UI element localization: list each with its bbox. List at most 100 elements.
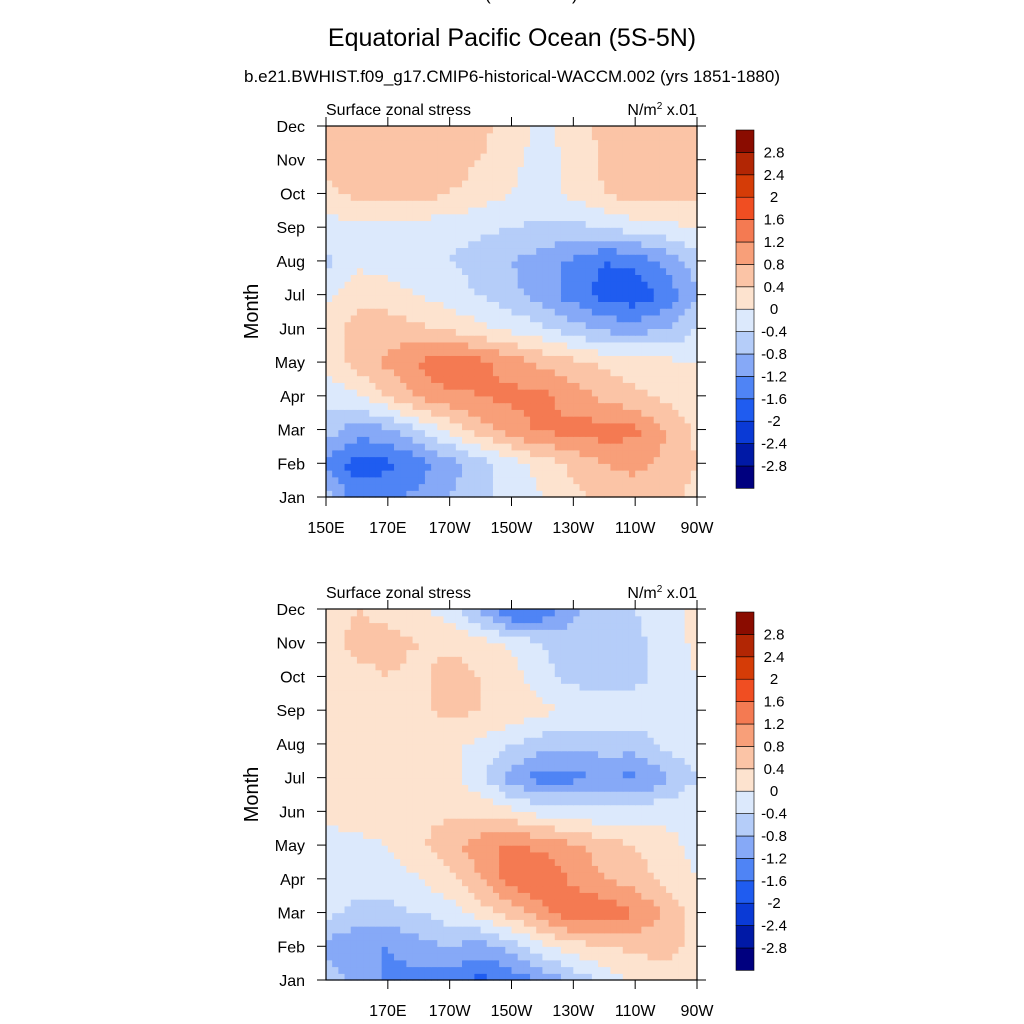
field-cell bbox=[363, 179, 370, 188]
field-cell bbox=[560, 274, 568, 282]
field-cell bbox=[641, 818, 649, 826]
field-cell bbox=[443, 858, 451, 866]
field-cell bbox=[653, 476, 661, 485]
field-cell bbox=[424, 166, 432, 174]
field-cell bbox=[542, 436, 550, 444]
field-cell bbox=[449, 126, 457, 134]
field-cell bbox=[356, 919, 364, 927]
field-cell bbox=[690, 159, 698, 168]
field-cell bbox=[628, 905, 636, 914]
field-cell bbox=[616, 206, 624, 215]
field-cell bbox=[517, 838, 525, 846]
field-cell bbox=[468, 885, 475, 893]
field-cell bbox=[499, 872, 506, 880]
field-cell bbox=[431, 824, 438, 833]
field-cell bbox=[684, 865, 692, 873]
field-cell bbox=[579, 146, 587, 154]
field-cell bbox=[678, 146, 686, 154]
field-cell bbox=[548, 885, 556, 893]
field-cell bbox=[369, 166, 377, 174]
field-cell bbox=[672, 247, 680, 255]
colorbar-label: 2.8 bbox=[764, 144, 785, 161]
field-cell bbox=[480, 294, 488, 302]
field-cell bbox=[412, 294, 420, 302]
field-cell bbox=[585, 872, 593, 880]
field-cell bbox=[443, 146, 451, 154]
field-cell bbox=[523, 254, 531, 262]
field-cell bbox=[690, 314, 698, 323]
field-cell bbox=[628, 159, 636, 168]
field-cell bbox=[548, 267, 556, 275]
field-cell bbox=[431, 449, 438, 458]
field-cell bbox=[431, 490, 438, 498]
field-cell bbox=[356, 240, 364, 249]
field-cell bbox=[468, 959, 475, 968]
field-cell bbox=[598, 959, 605, 968]
field-cell bbox=[647, 966, 655, 974]
field-cell bbox=[406, 281, 414, 289]
field-cell bbox=[511, 885, 519, 893]
field-cell bbox=[622, 301, 630, 309]
field-cell bbox=[394, 328, 401, 336]
field-cell bbox=[567, 858, 574, 866]
field-cell bbox=[449, 139, 457, 147]
field-cell bbox=[567, 926, 574, 934]
field-cell bbox=[431, 973, 438, 981]
field-cell bbox=[406, 892, 414, 900]
field-cell bbox=[375, 267, 383, 275]
field-cell bbox=[455, 240, 463, 249]
field-cell bbox=[579, 953, 587, 961]
field-cell bbox=[678, 926, 686, 934]
field-cell bbox=[462, 905, 469, 914]
field-cell bbox=[672, 220, 680, 228]
field-cell bbox=[517, 159, 525, 168]
field-cell bbox=[332, 260, 339, 269]
field-cell bbox=[690, 416, 698, 424]
field-cell bbox=[424, 294, 432, 302]
field-cell bbox=[356, 375, 364, 383]
field-cell bbox=[641, 240, 649, 249]
field-cell bbox=[678, 240, 686, 249]
field-cell bbox=[468, 395, 475, 404]
field-cell bbox=[369, 824, 377, 833]
field-cell bbox=[400, 126, 407, 134]
field-cell bbox=[363, 301, 370, 309]
field-cell bbox=[598, 416, 605, 424]
field-cell bbox=[474, 959, 482, 968]
field-cell bbox=[690, 463, 698, 471]
field-cell bbox=[375, 811, 383, 819]
field-cell bbox=[635, 463, 642, 471]
field-cell bbox=[499, 838, 506, 846]
field-cell bbox=[394, 308, 401, 316]
field-cell bbox=[672, 463, 680, 471]
field-cell bbox=[548, 308, 556, 316]
field-cell bbox=[598, 254, 605, 262]
field-cell bbox=[548, 899, 556, 907]
field-cell bbox=[474, 456, 482, 464]
field-cell bbox=[356, 186, 364, 195]
colorbar-swatch bbox=[735, 264, 755, 288]
field-cell bbox=[684, 804, 692, 812]
y-tick-label: Jul bbox=[285, 288, 305, 305]
field-cell bbox=[653, 294, 661, 302]
field-cell bbox=[462, 382, 469, 390]
field-cell bbox=[573, 267, 581, 275]
field-cell bbox=[468, 449, 475, 458]
field-cell bbox=[530, 233, 537, 242]
field-cell bbox=[585, 932, 593, 941]
field-cell bbox=[579, 490, 587, 498]
field-cell bbox=[573, 341, 581, 350]
field-cell bbox=[610, 321, 618, 329]
field-cell bbox=[659, 926, 667, 934]
field-cell bbox=[548, 818, 556, 826]
field-cell bbox=[375, 348, 383, 356]
field-cell bbox=[338, 483, 346, 491]
field-cell bbox=[406, 355, 414, 363]
field-cell bbox=[332, 227, 339, 235]
field-cell bbox=[492, 193, 500, 201]
field-cell bbox=[672, 382, 680, 390]
field-cell bbox=[666, 926, 673, 934]
field-cell bbox=[560, 348, 568, 356]
field-cell bbox=[449, 274, 457, 282]
field-cell bbox=[585, 301, 593, 309]
